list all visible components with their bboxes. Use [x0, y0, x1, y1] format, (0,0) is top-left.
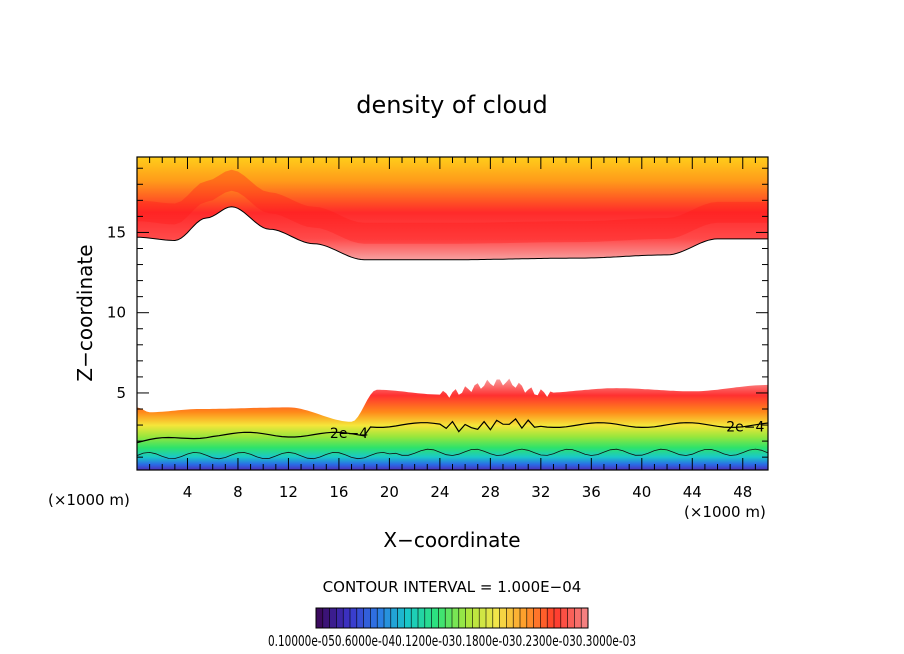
colorbar-swatch: [458, 608, 467, 628]
colorbar-swatch: [554, 608, 562, 628]
colorbar-swatch: [547, 608, 555, 628]
colorbar-swatch: [316, 608, 324, 628]
upper-cloud-layer: [137, 157, 768, 260]
contour-line-2e-4: [137, 418, 768, 444]
y-axis-label: Z−coordinate: [73, 244, 97, 381]
colorbar-swatch: [411, 608, 419, 628]
colorbar-swatch: [574, 608, 582, 628]
colorbar-swatch: [540, 608, 548, 628]
colorbar-swatch: [424, 608, 433, 628]
colorbar-swatch: [377, 608, 385, 628]
x-tick-label: 12: [279, 483, 298, 501]
colorbar-swatch: [384, 608, 392, 628]
contour-label: 2e−4: [330, 426, 368, 442]
x-tick-label: 24: [430, 483, 449, 501]
colorbar-swatch: [506, 608, 514, 628]
x-tick-label: 48: [733, 483, 752, 501]
colorbar-swatch: [356, 608, 365, 628]
colorbar-swatch: [499, 608, 507, 628]
x-tick-label: 32: [531, 483, 550, 501]
x-tick-label: 20: [380, 483, 399, 501]
x-unit-right: (×1000 m): [684, 503, 766, 521]
y-tick-label: 15: [107, 223, 126, 241]
contour-line-low: [137, 448, 768, 460]
colorbar-swatch: [513, 608, 521, 628]
colorbar-swatch: [486, 608, 494, 628]
colorbar-swatch: [567, 608, 575, 628]
colorbar-swatch: [350, 608, 358, 628]
colorbar-swatch: [370, 608, 378, 628]
colorbar-swatch: [472, 608, 480, 628]
chart-title: density of cloud: [356, 91, 547, 119]
colorbar-swatch: [322, 608, 331, 628]
colorbar-labels: 0.10000e-050.6000e-040.1200e-030.1800e-0…: [268, 632, 636, 650]
colorbar-swatch: [336, 608, 344, 628]
colorbar-swatch: [397, 608, 405, 628]
colorbar-swatch: [329, 608, 337, 628]
y-tick-label: 10: [107, 304, 126, 322]
colorbar-swatch: [479, 608, 487, 628]
x-tick-label: 16: [329, 483, 348, 501]
x-tick-label: 40: [632, 483, 651, 501]
contour-label: 2e−4: [726, 419, 764, 435]
colorbar-swatch: [343, 608, 351, 628]
colorbar-frame: [315, 607, 589, 629]
x-tick-label: 4: [183, 483, 193, 501]
colorbar: [315, 607, 589, 629]
colorbar-swatch: [533, 608, 541, 628]
colorbar-swatch: [465, 608, 473, 628]
colorbar-swatch: [404, 608, 412, 628]
colorbar-swatch: [438, 608, 446, 628]
upper-layer-edge-contour: [137, 206, 768, 261]
contour-interval-text: CONTOUR INTERVAL = 1.000E−04: [323, 578, 582, 596]
x-tick-label: 8: [233, 483, 243, 501]
colorbar-swatch: [452, 608, 460, 628]
x-tick-label: 28: [481, 483, 500, 501]
colorbar-swatch: [445, 608, 453, 628]
colorbar-swatch: [418, 608, 426, 628]
x-tick-label: 36: [582, 483, 601, 501]
colorbar-swatch: [431, 608, 439, 628]
colorbar-swatch: [560, 608, 569, 628]
colorbar-swatch: [520, 608, 528, 628]
y-tick-label: 5: [116, 384, 126, 402]
colorbar-swatch: [581, 608, 589, 628]
colorbar-swatch: [492, 608, 501, 628]
colorbar-swatch: [526, 608, 535, 628]
colorbar-swatch: [390, 608, 399, 628]
lower-cloud-layer: [137, 378, 768, 470]
x-tick-label: 44: [683, 483, 702, 501]
colorbar-swatch: [363, 608, 371, 628]
upper-layer-core: [137, 169, 768, 244]
x-unit-left: (×1000 m): [48, 491, 130, 509]
x-axis-label: X−coordinate: [383, 528, 520, 552]
